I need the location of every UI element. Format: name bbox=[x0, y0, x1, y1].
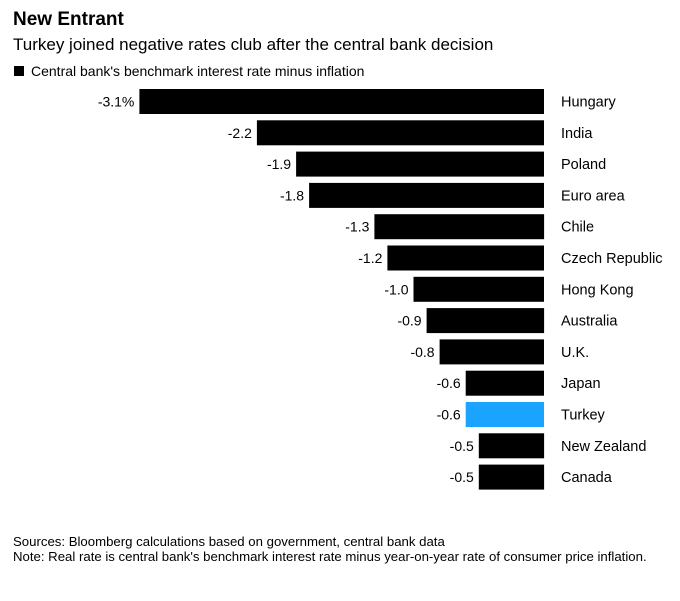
bar-hong-kong bbox=[413, 276, 544, 302]
chart-footer: Sources: Bloomberg calculations based on… bbox=[13, 534, 663, 564]
category-label-turkey: Turkey bbox=[561, 408, 606, 424]
bar-canada bbox=[478, 464, 545, 490]
category-label-poland: Poland bbox=[561, 157, 606, 173]
value-label-chile: -1.3 bbox=[345, 219, 369, 235]
category-label-hungary: Hungary bbox=[561, 95, 617, 111]
category-label-australia: Australia bbox=[561, 314, 618, 330]
bar-india bbox=[256, 120, 544, 146]
category-label-chile: Chile bbox=[561, 220, 594, 236]
category-label-japan: Japan bbox=[561, 376, 601, 392]
chart-legend: Central bank's benchmark interest rate m… bbox=[14, 63, 364, 79]
value-label-czech-republic: -1.2 bbox=[358, 250, 382, 266]
value-label-australia: -0.9 bbox=[397, 313, 421, 329]
bar-poland bbox=[296, 151, 544, 177]
bar-australia bbox=[426, 308, 545, 334]
value-label-u-k: -0.8 bbox=[410, 344, 434, 360]
chart-subtitle: Turkey joined negative rates club after … bbox=[13, 35, 494, 54]
category-label-czech-republic: Czech Republic bbox=[561, 251, 663, 267]
bar-japan bbox=[465, 370, 544, 396]
chart-title: New Entrant bbox=[13, 9, 124, 30]
bar-turkey bbox=[465, 402, 544, 427]
bar-euro-area bbox=[309, 182, 544, 208]
note-text: Note: Real rate is central bank's benchm… bbox=[13, 548, 647, 564]
bar-chart: -3.1% Hungary -2.2 India -1.9 Poland -1.8 Euro … bbox=[98, 89, 663, 490]
value-label-india: -2.2 bbox=[228, 125, 252, 141]
value-label-canada: -0.5 bbox=[450, 469, 474, 485]
bar-new-zealand bbox=[478, 433, 545, 459]
value-label-poland: -1.9 bbox=[267, 156, 291, 172]
value-label-hungary: -3.1% bbox=[98, 94, 135, 110]
bar-czech-republic bbox=[387, 245, 544, 271]
bar-chile bbox=[374, 214, 545, 240]
category-label-euro-area: Euro area bbox=[561, 188, 626, 204]
value-label-new-zealand: -0.5 bbox=[450, 438, 474, 454]
category-label-india: India bbox=[561, 126, 593, 142]
category-label-canada: Canada bbox=[561, 470, 613, 486]
value-label-hong-kong: -1.0 bbox=[384, 281, 408, 297]
sources-text: Sources: Bloomberg calculations based on… bbox=[13, 534, 445, 549]
category-label-u-k: U.K. bbox=[561, 345, 589, 361]
bar-hungary bbox=[139, 89, 544, 114]
value-label-japan: -0.6 bbox=[437, 375, 461, 391]
legend-swatch bbox=[14, 66, 24, 76]
category-label-hong-kong: Hong Kong bbox=[561, 282, 634, 298]
value-label-turkey: -0.6 bbox=[437, 407, 461, 423]
value-label-euro-area: -1.8 bbox=[280, 187, 304, 203]
legend-label: Central bank's benchmark interest rate m… bbox=[31, 63, 365, 79]
bar-u-k bbox=[439, 339, 544, 365]
category-label-new-zealand: New Zealand bbox=[561, 439, 646, 455]
